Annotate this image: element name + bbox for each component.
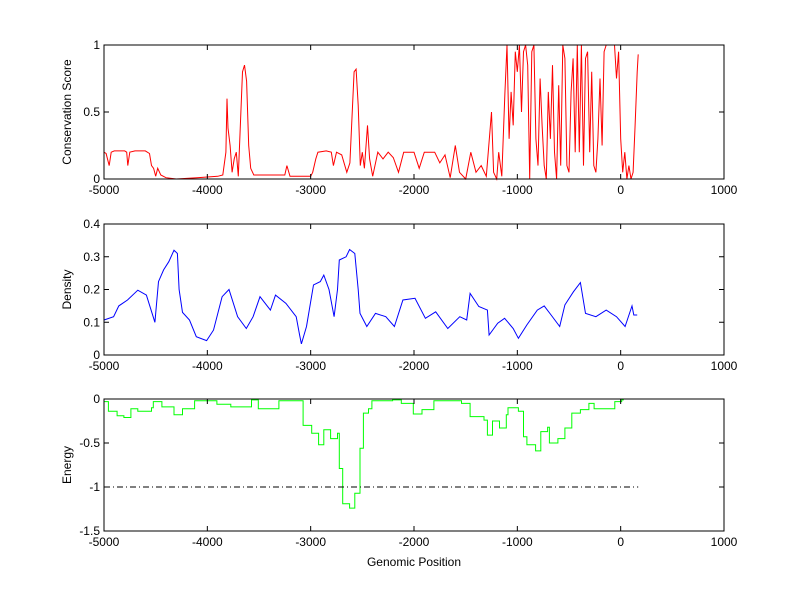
x-tick-label: -5000 [89,535,120,549]
y-tick-label: 0.5 [83,105,100,119]
energy-line [104,399,624,509]
density-line [103,248,638,345]
y-tick-label: 1 [93,38,100,52]
x-tick-label: -4000 [192,535,223,549]
x-tick-label: -4000 [192,183,223,197]
y-tick-label: 0 [93,348,100,362]
y-axis-label: Energy [60,446,74,484]
x-tick-label: -1000 [502,183,533,197]
plot-area [104,45,724,179]
y-tick-label: -1 [89,480,100,494]
y-tick-label: 0.3 [83,250,100,264]
x-axis-label: Genomic Position [367,555,461,569]
x-tick-label: -3000 [295,359,326,373]
x-tick-label: -5000 [89,359,120,373]
x-tick-label: -2000 [399,183,430,197]
x-tick-label: 0 [617,359,624,373]
x-tick-label: -4000 [192,359,223,373]
x-tick-label: -3000 [295,183,326,197]
y-tick-label: 0.1 [83,315,100,329]
x-tick-label: -1000 [502,535,533,549]
x-tick-label: 0 [617,535,624,549]
plot-area [104,399,724,531]
y-tick-label: 0.4 [83,217,100,231]
x-tick-label: 1000 [711,183,738,197]
plot-area [104,224,724,355]
x-tick-label: -1000 [502,359,533,373]
y-tick-label: 0 [93,392,100,406]
y-axis-label: Conservation Score [60,59,74,165]
y-tick-label: 0 [93,172,100,186]
x-tick-label: -2000 [399,359,430,373]
x-tick-label: -2000 [399,535,430,549]
x-tick-label: 1000 [711,535,738,549]
x-tick-label: -3000 [295,535,326,549]
subplot-2: -5000 -4000 -3000 -2000 -1000 0 1000 0 0.1 0.2 0.3… [60,217,738,373]
x-tick-label: 1000 [711,359,738,373]
subplot-3: -5000 -4000 -3000 -2000 -1000 0 1000 -1.5 -1 -0.5… [60,392,738,569]
y-tick-label: 0.2 [83,283,100,297]
y-tick-label: -0.5 [79,436,100,450]
conservation-line [103,44,639,181]
subplot-1: -5000 -4000 -3000 -2000 -1000 0 1000 0 0.5 1 Conse… [60,38,738,197]
y-axis-label: Density [60,269,74,309]
x-tick-label: -5000 [89,183,120,197]
x-tick-label: 0 [617,183,624,197]
y-tick-label: -1.5 [79,524,100,538]
